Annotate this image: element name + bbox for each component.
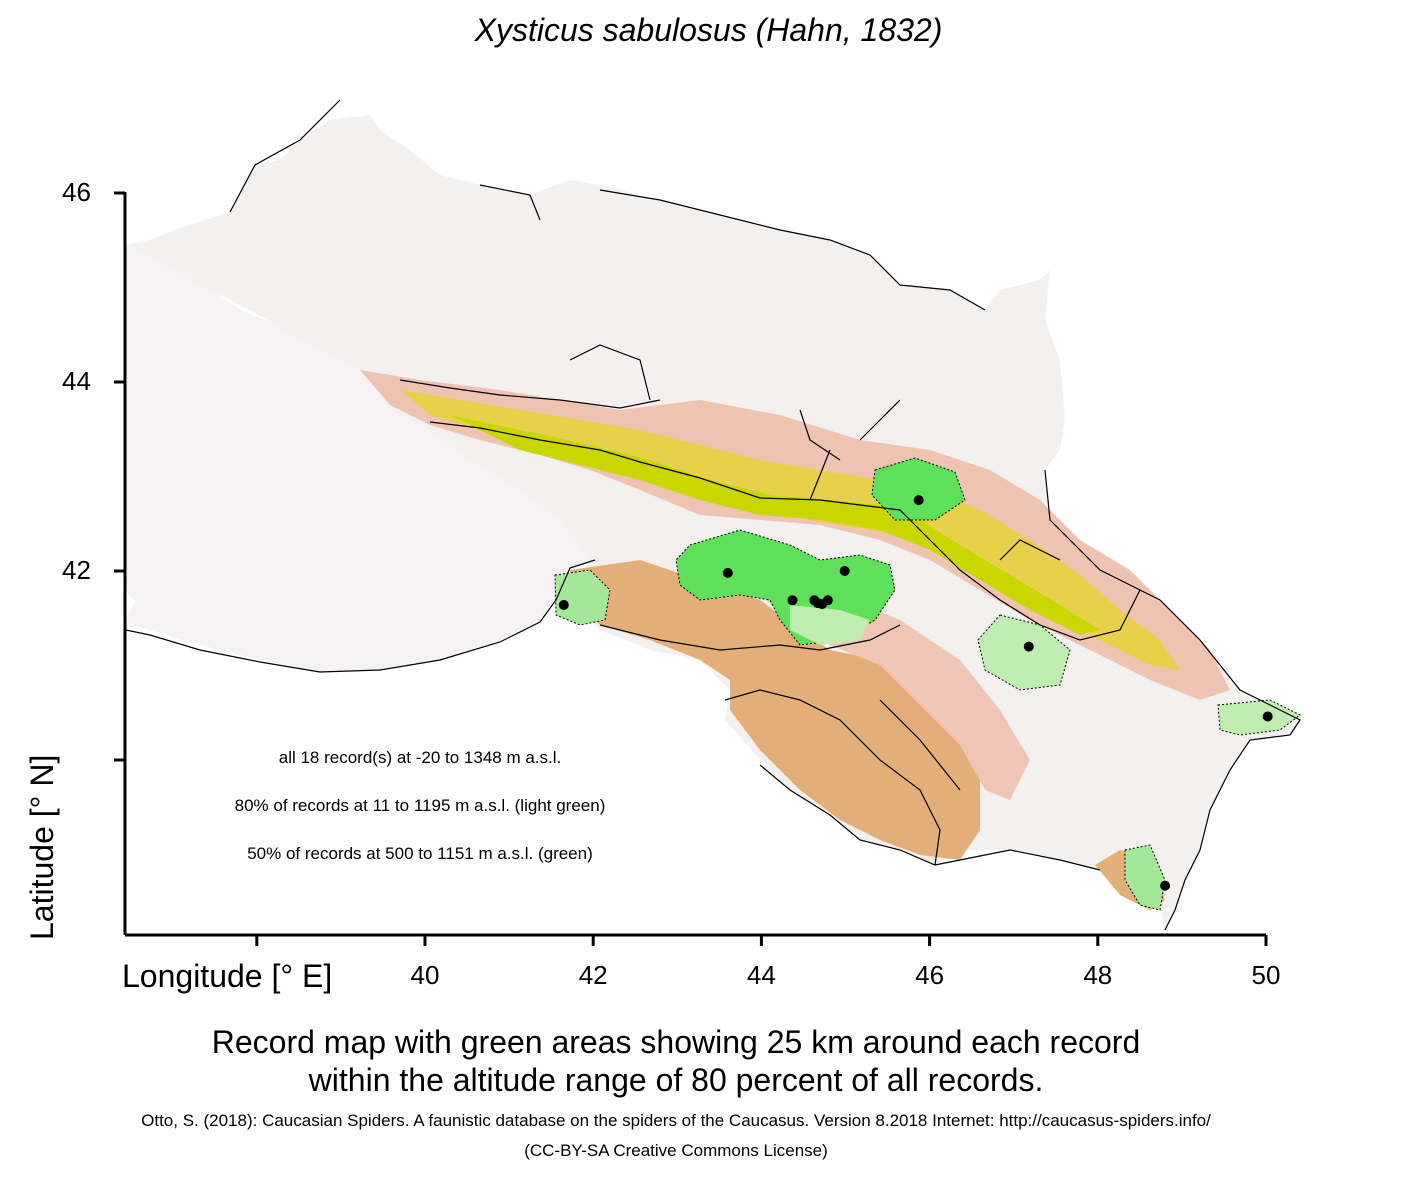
buffer-area-sheki [977, 614, 1071, 691]
info-50-percent: 50% of records at 500 to 1151 m a.s.l. (… [247, 844, 593, 863]
citation-line-2: (CC-BY-SA Creative Commons License) [524, 1141, 828, 1160]
record-point [1023, 641, 1034, 652]
border-iran [759, 764, 1101, 871]
record-points [558, 495, 1273, 891]
record-point [787, 595, 798, 606]
border-armenia [724, 689, 941, 866]
crest-band [450, 415, 1100, 635]
x-tick-label: 46 [915, 960, 945, 990]
highland-band [400, 390, 1180, 670]
y-axis-label: Latitude [° N] [24, 754, 60, 940]
buffer-area-lankaran [1124, 844, 1166, 911]
river-kuban [399, 379, 661, 409]
axes [123, 192, 1266, 937]
inner-borders [569, 344, 1061, 791]
land-north [126, 245, 600, 672]
x-axis-label: Longitude [° E] [122, 958, 333, 994]
buffer-area-tbilisi-light [790, 605, 870, 645]
citation-line-1: Otto, S. (2018): Caucasian Spiders. A fa… [141, 1111, 1211, 1130]
map-caption: Record map with green areas showing 25 k… [0, 1023, 1352, 1099]
y-tick-label: 44 [62, 366, 91, 396]
record-point [558, 600, 569, 610]
border-russia-north [229, 99, 986, 311]
coastline-black-sea [125, 559, 596, 673]
y-tick-label: 46 [62, 177, 91, 207]
citation: Otto, S. (2018): Caucasian Spiders. A fa… [0, 1106, 1352, 1166]
info-all-records: all 18 record(s) at -20 to 1348 m a.s.l. [278, 748, 562, 767]
record-point [1262, 711, 1273, 722]
map-title: Xysticus sabulosus (Hahn, 1832) [474, 12, 943, 48]
x-tick-label: 50 [1251, 960, 1281, 990]
x-ticks [255, 935, 1268, 946]
record-point [1160, 880, 1171, 891]
buffer-area-absheron [1217, 699, 1301, 736]
record-point [913, 495, 924, 506]
record-point [839, 566, 850, 576]
buffer-area-kazbegi [871, 457, 966, 521]
border-caucasus-ridge [429, 421, 1141, 641]
y-ticks [114, 191, 125, 762]
y-tick-label: 42 [62, 555, 91, 585]
caspian-coast [1044, 469, 1301, 931]
record-point [722, 567, 733, 578]
record-point [822, 595, 833, 606]
border-georgia-south [599, 624, 901, 651]
caption-line-1: Record map with green areas showing 25 k… [211, 1024, 1141, 1060]
x-tick-label: 44 [746, 960, 776, 990]
caption-line-2: within the altitude range of 80 percent … [308, 1062, 1044, 1098]
record-buffers [554, 457, 1301, 911]
info-80-percent: 80% of records at 11 to 1195 m a.s.l. (l… [234, 796, 606, 815]
x-tick-label: 48 [1083, 960, 1113, 990]
x-tick-label: 40 [410, 960, 440, 990]
x-tick-label: 42 [578, 960, 608, 990]
south-midland [570, 560, 980, 860]
borders [125, 99, 1301, 931]
buffer-area-batumi [554, 569, 611, 626]
